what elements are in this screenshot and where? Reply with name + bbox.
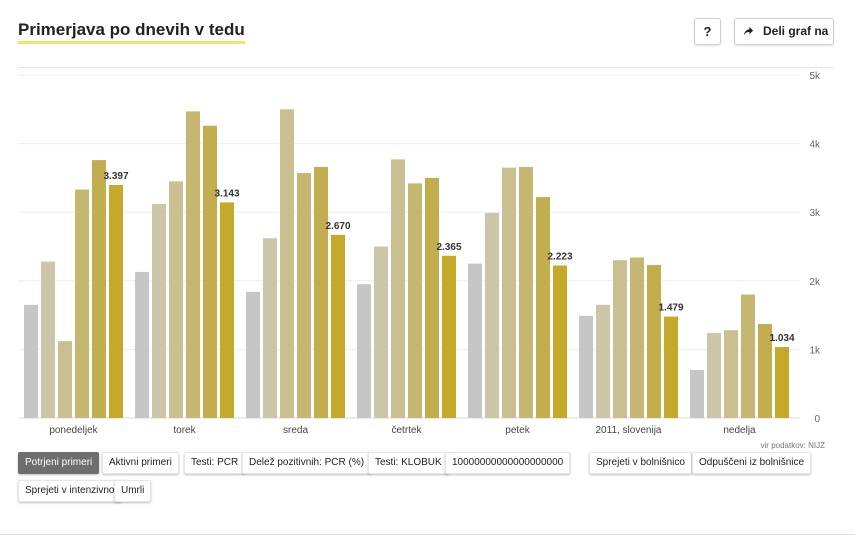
x-tick-label: petek (505, 425, 530, 436)
bar (536, 197, 550, 418)
x-tick-label: četrtek (391, 425, 422, 436)
bar (314, 166, 328, 418)
bar (169, 181, 183, 418)
bar (41, 261, 55, 418)
bar (92, 160, 106, 418)
bar (596, 304, 610, 418)
bar (553, 265, 567, 418)
y-tick-label: 2k (809, 277, 821, 288)
header-divider (18, 67, 833, 68)
share-button-label: Deli graf na (763, 24, 829, 38)
bar (758, 324, 772, 418)
filter-chip[interactable]: Aktivni primeri (102, 452, 179, 474)
bar (391, 159, 405, 418)
filter-chip[interactable]: Sprejeti v intenzivno (18, 480, 122, 502)
filter-chip[interactable]: Testi: PCR (184, 452, 246, 474)
x-tick-label: sreda (283, 425, 308, 436)
bar (75, 189, 89, 418)
bar (579, 315, 593, 418)
bar (485, 212, 499, 418)
y-tick-label: 5k (809, 71, 821, 82)
filter-chip[interactable]: 10000000000000000000 (445, 452, 571, 474)
bar (775, 347, 789, 418)
bar (408, 183, 422, 418)
bar (664, 316, 678, 418)
bar (724, 330, 738, 418)
data-label: 2.365 (436, 242, 461, 253)
bar (109, 184, 123, 418)
data-label: 3.143 (214, 188, 239, 199)
x-tick-label: ponedeljek (49, 425, 98, 436)
bar (24, 304, 38, 418)
bar (647, 265, 661, 418)
bar-chart: 0 1k 2k 3k 4k 5k 3.397 ponedeljek 3.143 torek 2.67… (18, 71, 821, 436)
bar (331, 234, 345, 418)
bar (357, 284, 371, 418)
share-arrow-icon (743, 26, 754, 36)
y-tick-label: 1k (809, 345, 821, 356)
data-label: 3.397 (103, 171, 128, 182)
data-label: 1.034 (769, 333, 794, 344)
bar (135, 271, 149, 418)
bar (203, 125, 217, 418)
x-tick-label: 2011, slovenija (596, 425, 662, 436)
help-button[interactable]: ? (694, 18, 721, 45)
bar (613, 260, 627, 418)
filter-chip[interactable]: Sprejeti v bolnišnico (589, 452, 692, 474)
footer-divider (0, 534, 855, 535)
bar (152, 203, 166, 418)
bar (707, 332, 721, 418)
bar (502, 167, 516, 418)
bar (58, 341, 72, 418)
data-label: 2.670 (325, 221, 350, 232)
y-tick-label: 0 (814, 414, 820, 425)
share-button[interactable]: Deli graf na (734, 18, 834, 45)
filter-chip[interactable]: Umrli (114, 480, 152, 502)
data-label: 2.223 (547, 252, 572, 263)
filter-chip[interactable]: Odpuščeni iz bolnišnice (692, 452, 812, 474)
bar (297, 173, 311, 418)
bar (425, 177, 439, 418)
bar (263, 238, 277, 418)
bar (741, 294, 755, 418)
bar (374, 246, 388, 418)
bar (246, 291, 260, 418)
y-tick-label: 3k (809, 208, 821, 219)
filter-chip[interactable]: Potrjeni primeri (18, 452, 100, 474)
filter-chip[interactable]: Testi: KLOBUK (368, 452, 449, 474)
bar (186, 111, 200, 418)
x-tick-label: torek (173, 425, 196, 436)
bar (220, 202, 234, 418)
page-title: Primerjava po dnevih v tedu (18, 20, 245, 44)
bar (468, 263, 482, 418)
source-note: vir podatkov: NIJZ (760, 441, 825, 450)
bar (442, 255, 456, 418)
bar (280, 109, 294, 419)
bar (690, 369, 704, 418)
bar (519, 166, 533, 418)
y-tick-label: 4k (809, 140, 821, 151)
x-tick-label: nedelja (723, 425, 756, 436)
data-label: 1.479 (658, 303, 683, 314)
filter-chip[interactable]: Delež pozitivnih: PCR (%) (242, 452, 372, 474)
bar (630, 257, 644, 418)
